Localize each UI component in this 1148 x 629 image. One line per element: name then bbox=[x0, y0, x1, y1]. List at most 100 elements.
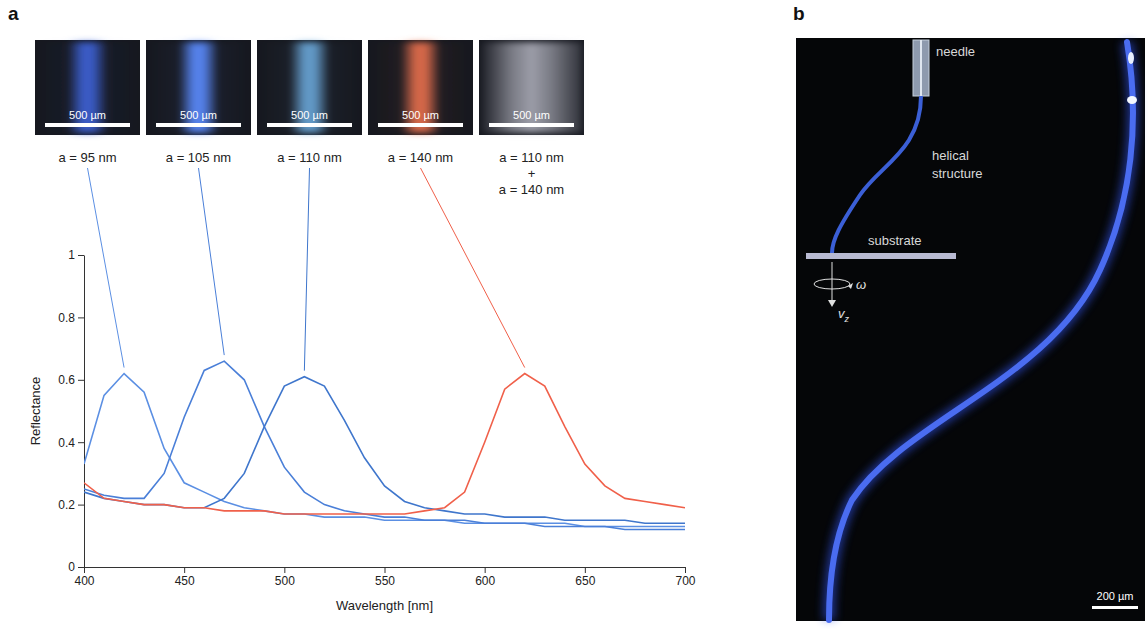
photo: needle helical structure substrate ωvz 200 µm bbox=[796, 38, 1145, 621]
series-line bbox=[84, 361, 685, 529]
schematic-label: vz bbox=[838, 306, 850, 324]
thumbnail: 500 µm bbox=[368, 40, 473, 135]
tick-mark bbox=[78, 567, 84, 568]
thumbnail: 500 µm bbox=[479, 40, 584, 135]
leader-line bbox=[421, 168, 525, 368]
tick: 700 bbox=[675, 567, 695, 588]
scale-bar bbox=[489, 123, 574, 127]
thumbnail-background bbox=[146, 40, 251, 135]
tick-mark bbox=[78, 442, 84, 443]
scale-bar bbox=[1092, 606, 1138, 609]
photo-background bbox=[796, 38, 1145, 621]
y-axis-title: Reflectance bbox=[28, 377, 43, 446]
tick-label: 0 bbox=[68, 560, 75, 574]
tick: 550 bbox=[375, 567, 395, 588]
tick-label: 650 bbox=[575, 574, 595, 588]
tick-mark bbox=[78, 380, 84, 381]
thumbnail-background bbox=[35, 40, 140, 135]
axis-line bbox=[84, 256, 85, 568]
y-axis: 0 0.2 0.4 0.6 0.8 1 bbox=[58, 248, 84, 574]
figure: a b 500 µm a = 95 nm 500 µm a = 105 nm 500 µm a… bbox=[0, 0, 1148, 629]
schematic-label: structure bbox=[932, 166, 983, 181]
thumbnail-band bbox=[148, 42, 249, 133]
schematic-label: substrate bbox=[868, 233, 921, 248]
scale-bar-label: 500 µm bbox=[180, 109, 217, 121]
tick-mark bbox=[585, 567, 586, 573]
panel-letter: a bbox=[8, 3, 19, 24]
thumbnail-background bbox=[257, 40, 362, 135]
tick-label: 500 bbox=[275, 574, 295, 588]
tick-mark bbox=[78, 317, 84, 318]
tick: 0 bbox=[68, 560, 84, 574]
leader-line bbox=[199, 168, 225, 355]
scale-bar bbox=[45, 123, 130, 127]
schematic-label: needle bbox=[936, 44, 975, 59]
highlight bbox=[1128, 52, 1134, 64]
scale-bar-label: 500 µm bbox=[69, 109, 106, 121]
fiber-glow bbox=[829, 42, 1133, 620]
fiber bbox=[829, 42, 1133, 620]
tick: 1 bbox=[68, 248, 84, 262]
thumbnail-band bbox=[37, 42, 138, 133]
thumbnail: 500 µm bbox=[146, 40, 251, 135]
tick-label: 1 bbox=[68, 248, 75, 262]
thumbnail-label: + bbox=[528, 166, 536, 181]
needle-bore bbox=[920, 40, 922, 96]
scale-bar bbox=[156, 123, 241, 127]
schematic-label: helical bbox=[932, 148, 969, 163]
tick: 0.4 bbox=[58, 436, 84, 450]
leader-lines bbox=[88, 168, 525, 371]
leader-line bbox=[304, 168, 309, 371]
tick: 500 bbox=[275, 567, 295, 588]
series-line bbox=[84, 377, 685, 524]
tick-label: 600 bbox=[475, 574, 495, 588]
series-line bbox=[84, 374, 685, 527]
scale-bar bbox=[267, 123, 352, 127]
thumbnail-label: a = 105 nm bbox=[166, 150, 231, 165]
scale-bar-label: 500 µm bbox=[291, 109, 328, 121]
panel-letter: b bbox=[793, 3, 805, 24]
tick-mark bbox=[685, 567, 686, 573]
plot-lines bbox=[84, 361, 685, 529]
thumbnail-label: a = 110 nm bbox=[499, 150, 563, 165]
thumbnail-background bbox=[479, 40, 584, 135]
tick-label: 550 bbox=[375, 574, 395, 588]
schematic-label: ω bbox=[856, 277, 866, 292]
tick: 450 bbox=[175, 567, 195, 588]
tick-label: 0.2 bbox=[58, 498, 75, 512]
series-line bbox=[84, 374, 685, 514]
tick-label: 450 bbox=[175, 574, 195, 588]
substrate-shape bbox=[806, 253, 956, 259]
tick: 0.6 bbox=[58, 373, 84, 387]
scale-bar bbox=[378, 123, 463, 127]
scale-bar-label: 500 µm bbox=[402, 109, 439, 121]
leader-line bbox=[88, 168, 125, 368]
scale-bar-label: 500 µm bbox=[513, 109, 550, 121]
tick-mark bbox=[284, 567, 285, 573]
needle-shape bbox=[913, 40, 929, 96]
velocity-subscript: z bbox=[844, 314, 850, 324]
thumbnail-label: a = 140 nm bbox=[499, 182, 564, 197]
tick: 0.2 bbox=[58, 498, 84, 512]
tick-label: 0.4 bbox=[58, 436, 75, 450]
tick-label: 400 bbox=[74, 574, 94, 588]
tick: 650 bbox=[575, 567, 595, 588]
thumbnail-label: a = 110 nm bbox=[277, 150, 341, 165]
tick: 400 bbox=[74, 567, 94, 588]
thumbnail-band bbox=[370, 42, 471, 133]
thumbnail-label: a = 95 nm bbox=[58, 150, 116, 165]
tick: 0.8 bbox=[58, 311, 84, 325]
tick-mark bbox=[385, 567, 386, 573]
x-axis: 400 450 500 550 600 650 700 bbox=[74, 567, 695, 588]
thumbnail-band bbox=[481, 42, 582, 133]
tick-label: 0.8 bbox=[58, 311, 75, 325]
tick-label: 700 bbox=[675, 574, 695, 588]
tick-mark bbox=[84, 567, 85, 573]
scale-bar-label: 200 µm bbox=[1097, 590, 1134, 602]
velocity-arrow bbox=[832, 262, 833, 304]
tick: 600 bbox=[475, 567, 495, 588]
arrow-head bbox=[848, 283, 853, 289]
tick-mark bbox=[78, 255, 84, 256]
thumbnail-label: a = 140 nm bbox=[388, 150, 453, 165]
thumbnail-band bbox=[259, 42, 360, 133]
